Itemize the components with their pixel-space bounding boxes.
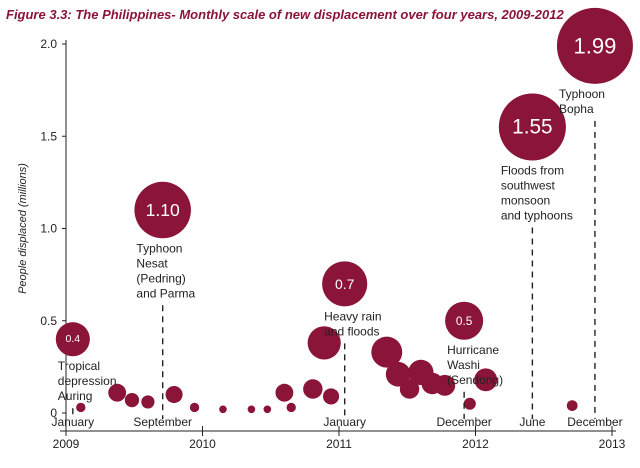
event-value-label: 0.4 — [65, 333, 80, 345]
data-point — [566, 400, 578, 412]
event-description: (Pedring) — [136, 271, 185, 285]
event-value-label: 1.10 — [146, 200, 180, 220]
data-point — [399, 379, 420, 399]
event-bubble — [55, 322, 90, 357]
event-bubble — [498, 93, 566, 161]
event-value-label: 0.7 — [335, 276, 355, 292]
event-description: Hurricane — [447, 343, 499, 357]
event-description: Typhoon — [559, 87, 605, 101]
event-bubble — [445, 301, 484, 340]
data-point — [76, 402, 86, 413]
event-bubble — [556, 7, 633, 84]
data-point — [322, 388, 340, 405]
event-description: Floods from — [501, 164, 564, 178]
data-point — [219, 405, 227, 414]
data-point — [189, 402, 200, 413]
event-description: Heavy rain — [324, 309, 381, 323]
y-tick-label: 1.0 — [40, 222, 57, 236]
data-point — [286, 402, 296, 413]
month-label: January — [51, 415, 94, 429]
y-tick-label: 0 — [50, 406, 57, 420]
event-description: Bopha — [559, 102, 594, 116]
year-label: 2012 — [462, 437, 489, 451]
event-value-label: 0.5 — [456, 314, 473, 328]
event-annotations: 0.4TropicaldepressionAuring1.10TyphoonNe… — [55, 7, 633, 419]
event-value-label: 1.99 — [574, 33, 617, 58]
event-bubble — [322, 261, 368, 307]
chart-title: Figure 3.3: The Philippines- Monthly sca… — [6, 7, 565, 22]
data-point — [474, 368, 498, 392]
data-point — [275, 383, 294, 402]
data-points — [76, 326, 578, 414]
month-label: December — [436, 415, 491, 429]
tick-labels: 0 0.5 1.0 1.5 2.0 2009 2010 2011 2012 2013 January… — [40, 37, 625, 451]
event-value-label: 1.55 — [512, 116, 552, 139]
y-tick-label: 2.0 — [40, 37, 57, 51]
month-label: December — [567, 415, 622, 429]
data-point — [247, 405, 256, 414]
data-point — [307, 326, 341, 360]
y-axis-label: People displaced (millions) — [17, 163, 29, 294]
data-point — [108, 383, 127, 402]
data-point — [434, 374, 456, 396]
year-label: 2010 — [189, 437, 216, 451]
event-description: (Sendong) — [447, 373, 503, 387]
data-point — [124, 392, 140, 408]
data-point — [141, 395, 155, 409]
event-description: Nesat — [136, 256, 168, 270]
event-bubble — [134, 181, 191, 239]
event-description: Auring — [58, 389, 93, 403]
data-point — [303, 379, 323, 399]
data-point — [385, 361, 411, 387]
data-point — [165, 386, 183, 404]
month-label: September — [133, 415, 192, 429]
event-description: and floods — [324, 324, 379, 338]
event-description: Washi — [447, 358, 480, 372]
data-point — [263, 405, 272, 414]
event-description: and Parma — [136, 286, 195, 300]
event-description: depression — [58, 374, 117, 388]
event-description: and typhoons — [501, 209, 573, 223]
event-description: Tropical — [58, 359, 100, 373]
y-tick-label: 1.5 — [40, 129, 57, 143]
month-label: January — [323, 415, 366, 429]
data-point — [463, 397, 476, 410]
y-tick-label: 0.5 — [40, 314, 57, 328]
data-point — [371, 336, 403, 368]
year-label: 2011 — [326, 437, 352, 451]
year-label: 2009 — [53, 437, 80, 451]
event-description: monsoon — [501, 194, 550, 208]
year-label: 2013 — [599, 437, 626, 451]
month-label: June — [519, 415, 545, 429]
event-description: Typhoon — [136, 241, 182, 255]
axes — [60, 40, 616, 432]
event-description: southwest — [501, 179, 556, 193]
